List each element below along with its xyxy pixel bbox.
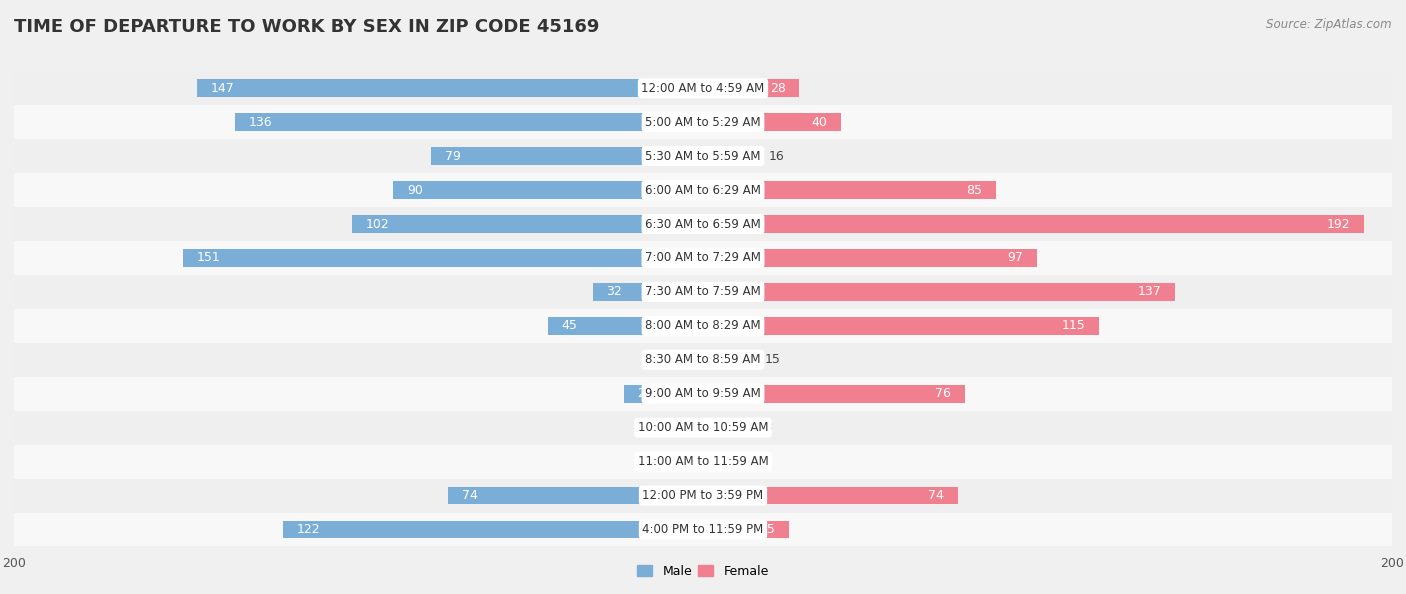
- Text: 85: 85: [966, 184, 981, 197]
- Bar: [14, 410, 1392, 445]
- Bar: [703, 486, 957, 504]
- Bar: [703, 385, 965, 403]
- Bar: [703, 147, 758, 165]
- Text: 0: 0: [685, 353, 693, 366]
- Bar: [283, 521, 703, 538]
- Bar: [197, 80, 703, 97]
- Text: 9: 9: [744, 455, 752, 468]
- Bar: [430, 147, 703, 165]
- Text: 28: 28: [770, 82, 786, 95]
- Text: 25: 25: [759, 523, 775, 536]
- Text: 74: 74: [928, 489, 945, 502]
- Bar: [14, 343, 1392, 377]
- Bar: [703, 521, 789, 538]
- Text: 6:00 AM to 6:29 AM: 6:00 AM to 6:29 AM: [645, 184, 761, 197]
- Text: 11:00 AM to 11:59 AM: 11:00 AM to 11:59 AM: [638, 455, 768, 468]
- Text: 16: 16: [769, 150, 785, 163]
- Bar: [14, 445, 1392, 479]
- Bar: [703, 181, 995, 199]
- Text: 6:30 AM to 6:59 AM: 6:30 AM to 6:59 AM: [645, 217, 761, 230]
- Text: 0: 0: [685, 455, 693, 468]
- Text: 90: 90: [406, 184, 423, 197]
- Bar: [593, 283, 703, 301]
- Bar: [14, 173, 1392, 207]
- Bar: [14, 377, 1392, 410]
- Bar: [14, 241, 1392, 275]
- Text: 7:30 AM to 7:59 AM: 7:30 AM to 7:59 AM: [645, 285, 761, 298]
- Bar: [679, 419, 703, 437]
- Bar: [14, 139, 1392, 173]
- Text: 192: 192: [1327, 217, 1351, 230]
- Bar: [703, 351, 755, 369]
- Bar: [703, 215, 1364, 233]
- Text: 97: 97: [1008, 251, 1024, 264]
- Bar: [14, 309, 1392, 343]
- Text: 79: 79: [444, 150, 461, 163]
- Text: 23: 23: [637, 387, 654, 400]
- Text: TIME OF DEPARTURE TO WORK BY SEX IN ZIP CODE 45169: TIME OF DEPARTURE TO WORK BY SEX IN ZIP …: [14, 18, 599, 36]
- Bar: [703, 453, 734, 470]
- Text: 5:30 AM to 5:59 AM: 5:30 AM to 5:59 AM: [645, 150, 761, 163]
- Text: 147: 147: [211, 82, 235, 95]
- Text: 7:00 AM to 7:29 AM: 7:00 AM to 7:29 AM: [645, 251, 761, 264]
- Text: 15: 15: [765, 353, 780, 366]
- Text: 4:00 PM to 11:59 PM: 4:00 PM to 11:59 PM: [643, 523, 763, 536]
- Bar: [183, 249, 703, 267]
- Bar: [14, 71, 1392, 105]
- Text: 13: 13: [758, 421, 773, 434]
- Text: 7: 7: [661, 421, 669, 434]
- Bar: [548, 317, 703, 334]
- Bar: [703, 249, 1038, 267]
- Bar: [352, 215, 703, 233]
- Bar: [14, 275, 1392, 309]
- Bar: [703, 80, 800, 97]
- Bar: [14, 513, 1392, 546]
- Text: 32: 32: [606, 285, 623, 298]
- Text: 12:00 PM to 3:59 PM: 12:00 PM to 3:59 PM: [643, 489, 763, 502]
- Bar: [392, 181, 703, 199]
- Bar: [14, 479, 1392, 513]
- Text: 136: 136: [249, 116, 271, 129]
- Legend: Male, Female: Male, Female: [633, 560, 773, 583]
- Bar: [235, 113, 703, 131]
- Text: 74: 74: [461, 489, 478, 502]
- Text: 8:30 AM to 8:59 AM: 8:30 AM to 8:59 AM: [645, 353, 761, 366]
- Text: 10:00 AM to 10:59 AM: 10:00 AM to 10:59 AM: [638, 421, 768, 434]
- Text: 12:00 AM to 4:59 AM: 12:00 AM to 4:59 AM: [641, 82, 765, 95]
- Text: 8:00 AM to 8:29 AM: 8:00 AM to 8:29 AM: [645, 320, 761, 333]
- Text: 151: 151: [197, 251, 221, 264]
- Bar: [703, 283, 1175, 301]
- Bar: [14, 207, 1392, 241]
- Text: 122: 122: [297, 523, 321, 536]
- Text: 45: 45: [562, 320, 578, 333]
- Text: 5:00 AM to 5:29 AM: 5:00 AM to 5:29 AM: [645, 116, 761, 129]
- Text: Source: ZipAtlas.com: Source: ZipAtlas.com: [1267, 18, 1392, 31]
- Text: 9:00 AM to 9:59 AM: 9:00 AM to 9:59 AM: [645, 387, 761, 400]
- Bar: [703, 317, 1099, 334]
- Text: 115: 115: [1062, 320, 1085, 333]
- Text: 102: 102: [366, 217, 389, 230]
- Text: 40: 40: [811, 116, 827, 129]
- Text: 76: 76: [935, 387, 950, 400]
- Bar: [703, 419, 748, 437]
- Bar: [14, 105, 1392, 139]
- Bar: [624, 385, 703, 403]
- Text: 137: 137: [1137, 285, 1161, 298]
- Bar: [449, 486, 703, 504]
- Bar: [703, 113, 841, 131]
